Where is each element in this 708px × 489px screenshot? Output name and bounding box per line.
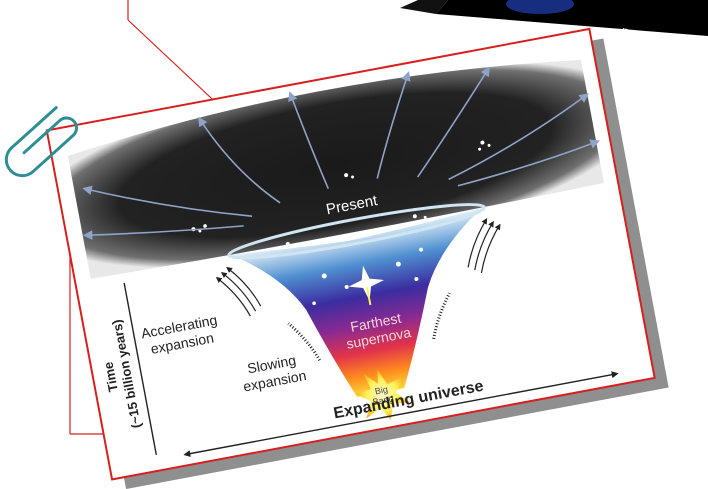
- present-rim: [227, 203, 486, 260]
- time-label-line1: Time: [101, 361, 121, 393]
- dashed-arrows: [287, 292, 451, 361]
- funnel-top: [67, 60, 604, 279]
- side-arrows: [215, 218, 501, 317]
- supernova-star: [348, 265, 385, 306]
- expanding-axis: [183, 371, 619, 458]
- expansion-arrows-top: [82, 66, 600, 240]
- photo-card: Big Bang Present Farthest supernova Acce…: [45, 27, 669, 489]
- galaxies: [191, 140, 491, 306]
- paperclip-icon: [4, 106, 78, 178]
- time-axis: [123, 282, 157, 455]
